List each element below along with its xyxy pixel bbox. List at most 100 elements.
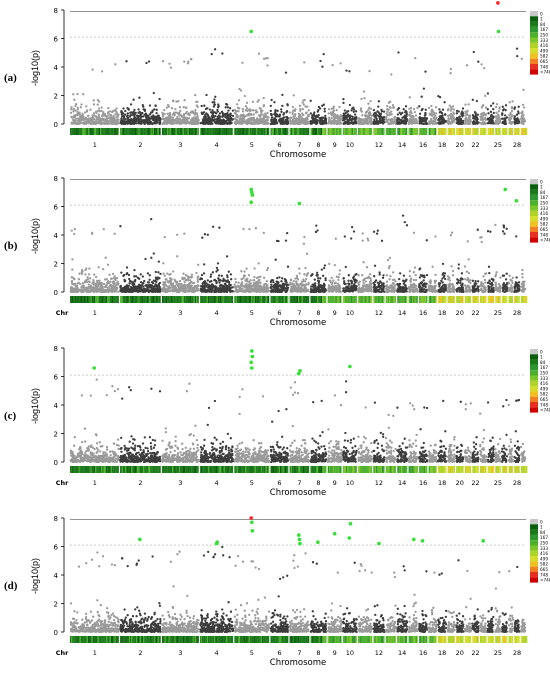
snp-point [159, 118, 162, 121]
strip-gap [309, 296, 311, 303]
snp-point [309, 99, 312, 102]
density-strip-cell [253, 296, 255, 303]
density-strip-cell [121, 128, 123, 135]
snp-point [112, 277, 116, 280]
density-strip-cell [154, 128, 156, 135]
density-strip-cell [492, 128, 494, 135]
snp-point [516, 54, 519, 58]
density-strip-cell [140, 128, 143, 135]
snp-point [505, 116, 508, 120]
density-strip-cell [511, 296, 513, 303]
snp-point [245, 107, 249, 110]
snp-point [201, 122, 204, 125]
density-strip-cell [158, 128, 161, 135]
snp-point [78, 111, 81, 114]
snp-point [70, 108, 73, 111]
density-strip-cell [337, 128, 339, 135]
snp-point [115, 289, 118, 292]
density-strip-cell [224, 296, 227, 303]
snp-point [113, 290, 116, 293]
snp-point [161, 122, 164, 126]
chromosome-tick-label: 22 [471, 141, 479, 149]
density-strip-cell [330, 296, 332, 303]
snp-point [218, 287, 221, 290]
snp-point [72, 116, 76, 119]
snp-point [388, 111, 391, 115]
density-strip-cell [74, 128, 77, 135]
snp-point [304, 105, 307, 108]
density-strip-cell [325, 128, 327, 135]
density-strip-cell [120, 128, 122, 135]
strip-gap [519, 128, 521, 135]
snp-point [221, 122, 224, 126]
density-legend-swatch [530, 58, 538, 64]
strip-gap [372, 128, 374, 135]
density-legend-label: 665 [540, 59, 548, 64]
strip-gap [372, 296, 374, 303]
density-strip-cell [130, 128, 132, 135]
snp-point [320, 119, 323, 122]
density-strip-cell [221, 296, 223, 303]
density-strip-cell [511, 128, 513, 135]
snp-point [249, 113, 252, 116]
density-strip-cell [452, 296, 455, 303]
snp-point [359, 107, 363, 110]
snp-point [361, 114, 364, 117]
snp-point [336, 115, 339, 118]
snp-point [422, 122, 425, 126]
snp-point [74, 102, 78, 106]
snp-point [329, 122, 333, 126]
snp-point [504, 114, 507, 117]
snp-point [416, 106, 419, 110]
snp-point [143, 109, 147, 113]
snp-point [398, 111, 401, 114]
snp-point [329, 112, 333, 115]
snp-point [522, 88, 525, 92]
snp-point [369, 117, 372, 121]
snp-point [110, 287, 113, 290]
density-strip-cell [79, 296, 81, 303]
snp-point [196, 276, 199, 279]
snp-point [103, 278, 107, 281]
snp-point [469, 118, 472, 121]
density-strip-cell [241, 296, 243, 303]
snp-point [116, 115, 119, 118]
density-strip-cell [449, 296, 451, 303]
snp-point [345, 110, 349, 113]
snp-point [163, 235, 166, 239]
density-strip-cell [322, 128, 324, 135]
snp-point [451, 114, 454, 118]
y-tick-label: 8 [54, 7, 58, 15]
density-strip-cell [380, 128, 383, 135]
density-strip-cell [496, 128, 498, 135]
snp-point [217, 277, 220, 280]
density-strip-cell [101, 128, 103, 135]
density-strip-cell [336, 296, 338, 303]
snp-point [151, 117, 154, 120]
snp-point [78, 272, 81, 275]
snp-point [409, 117, 412, 120]
density-strip-cell [280, 128, 282, 135]
density-strip-cell [178, 296, 180, 303]
density-legend-swatch [530, 16, 538, 22]
density-strip-cell [391, 128, 393, 135]
density-strip-cell [390, 296, 392, 303]
density-strip-cell [360, 128, 362, 135]
snp-point [259, 282, 262, 285]
density-strip-cell [200, 296, 203, 303]
snp-point [376, 120, 379, 123]
snp-point [108, 273, 111, 276]
snp-point [128, 115, 132, 118]
density-strip-cell [246, 296, 248, 303]
density-strip-cell [244, 128, 246, 135]
snp-point [239, 117, 242, 120]
snp-point [116, 283, 119, 286]
snp-point [377, 100, 381, 103]
density-strip-cell [503, 128, 505, 135]
snp-point [92, 290, 96, 293]
density-strip-cell [212, 296, 215, 303]
snp-point [74, 113, 77, 117]
snp-point [466, 113, 469, 116]
y-tick-label: 6 [54, 204, 59, 212]
snp-point [302, 122, 305, 125]
